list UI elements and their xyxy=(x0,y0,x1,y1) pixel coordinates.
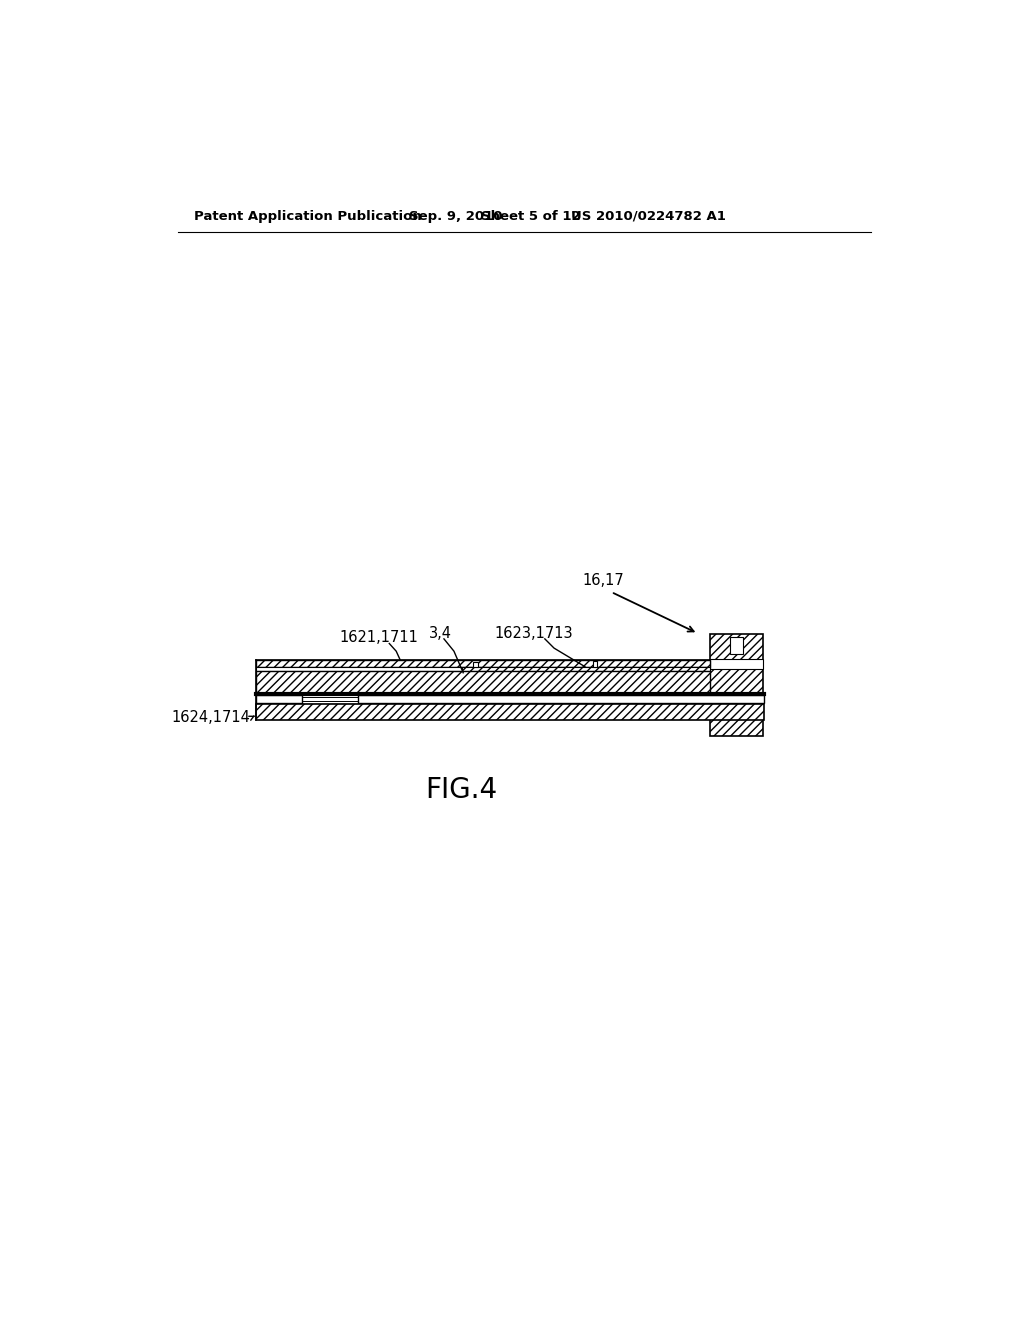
Bar xyxy=(730,636,743,653)
Bar xyxy=(462,668,710,671)
Bar xyxy=(710,635,764,737)
Text: Sheet 5 of 12: Sheet 5 of 12 xyxy=(481,210,581,223)
Text: 3,4: 3,4 xyxy=(429,626,453,642)
Bar xyxy=(256,696,764,702)
Bar xyxy=(256,671,710,693)
Bar xyxy=(593,661,597,668)
Text: US 2010/0224782 A1: US 2010/0224782 A1 xyxy=(571,210,726,223)
Text: 16,17: 16,17 xyxy=(583,573,625,587)
Bar xyxy=(256,705,764,719)
Bar xyxy=(301,694,357,704)
Text: 1624,1714: 1624,1714 xyxy=(171,710,250,725)
Text: Patent Application Publication: Patent Application Publication xyxy=(194,210,422,223)
Text: 1623,1713: 1623,1713 xyxy=(495,626,573,642)
Text: 1621,1711: 1621,1711 xyxy=(339,630,418,645)
Bar xyxy=(473,663,478,668)
Bar xyxy=(256,668,710,671)
Bar xyxy=(256,660,710,668)
Text: Sep. 9, 2010: Sep. 9, 2010 xyxy=(410,210,503,223)
Bar xyxy=(710,659,764,669)
Text: FIG.4: FIG.4 xyxy=(426,776,498,804)
